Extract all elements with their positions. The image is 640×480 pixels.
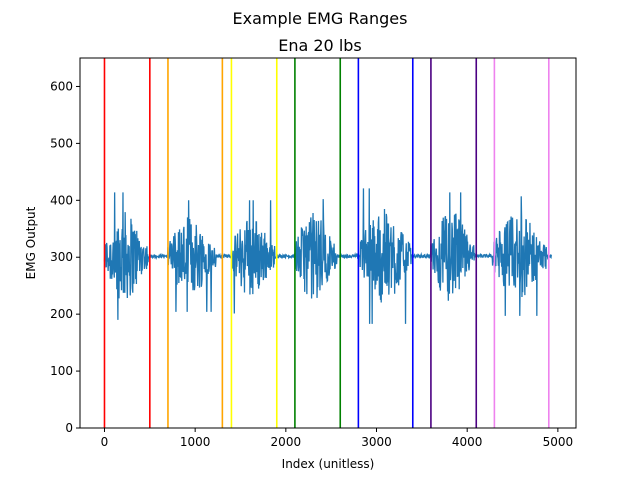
y-tick-label: 200 [50,307,73,321]
chart-suptitle: Example EMG Ranges [233,9,408,28]
x-axis: 0 1000 2000 3000 4000 5000 [101,428,573,449]
range-marker-group [103,58,550,428]
y-tick-label: 100 [50,364,73,378]
emg-series-line [103,188,552,324]
y-tick-label: 500 [50,136,73,150]
x-tick-label: 1000 [180,435,211,449]
plot-frame [79,57,577,429]
x-tick-label: 2000 [271,435,302,449]
x-tick-label: 5000 [543,435,574,449]
x-tick-label: 3000 [361,435,392,449]
y-tick-label: 300 [50,250,73,264]
x-tick-label: 0 [101,435,109,449]
plot-area [79,57,577,429]
emg-signal-group [103,188,552,324]
x-tick-label: 4000 [452,435,483,449]
y-tick-label: 600 [50,79,73,93]
y-tick-label: 0 [65,421,73,435]
y-axis-label: EMG Output [24,206,38,279]
y-axis: 0 100 200 300 400 500 600 [50,79,80,435]
x-axis-label: Index (unitless) [282,457,375,471]
y-tick-label: 400 [50,193,73,207]
chart-title: Ena 20 lbs [278,36,362,55]
